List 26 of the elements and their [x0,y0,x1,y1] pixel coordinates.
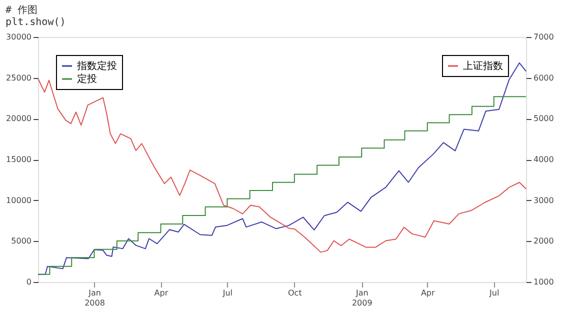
legend-label: 定投 [77,73,97,85]
y-tick-label: 20000 [6,114,32,124]
x-tick-label: Jul [488,288,500,298]
y-tick-label: 5000 [11,236,32,246]
y2-tick-label: 1000 [534,278,554,286]
text: plt.show() [6,17,66,28]
y2-tick-label: 3000 [534,196,554,205]
x-tick-label: Jul [222,288,233,298]
y2-tick-label: 7000 [534,32,554,42]
y2-tick-label: 5000 [534,114,554,124]
y2-tick-label: 4000 [534,155,554,164]
x-tick-label: Apr [420,288,436,298]
y2-tick-label: 6000 [534,73,554,82]
y2-tick-label: 2000 [534,236,554,246]
y-tick-label: 0 [26,278,32,286]
y-tick-label: 15000 [6,155,32,164]
x-tick-label: Oct [288,288,302,298]
x-tick-label: Jan 2009 [352,288,372,308]
x-tick-label: Apr [154,288,169,298]
y-tick-label: 25000 [6,73,32,82]
x-tick-label: Jan 2008 [84,288,105,308]
legend-label: 指数定投 [76,60,117,72]
y-tick-label: 10000 [6,196,32,205]
legend-label: 上证指数 [463,60,503,72]
y-tick-label: 30000 [6,32,32,42]
text: # 作图 [6,5,38,16]
